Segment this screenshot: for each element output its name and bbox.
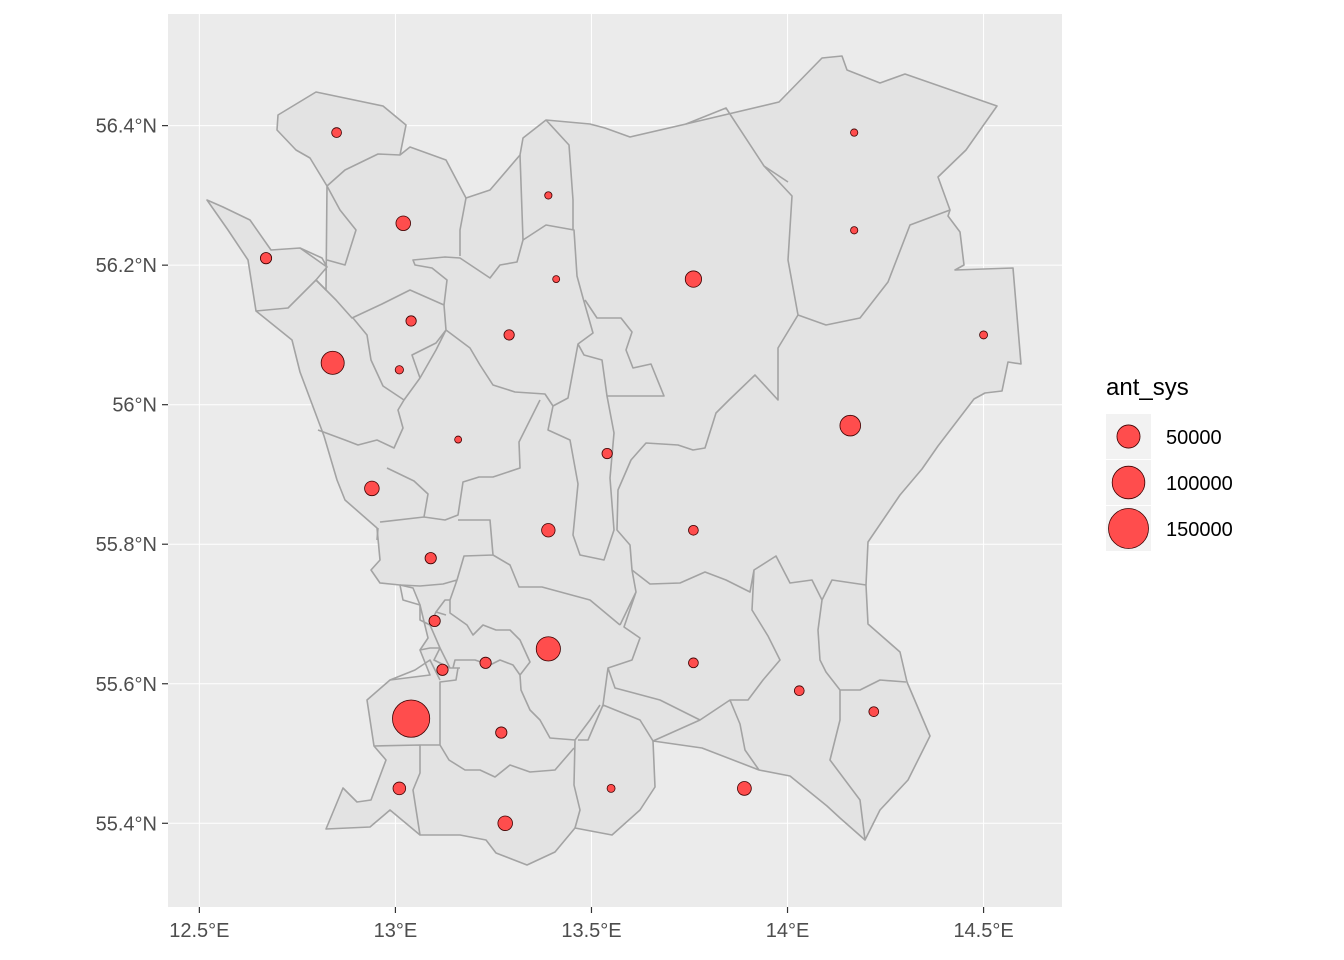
y-tick-label: 55.4°N <box>96 813 157 835</box>
data-point <box>979 330 988 340</box>
x-tick-label: 14°E <box>766 920 810 942</box>
data-point <box>394 365 404 375</box>
legend: ant_sys 50000 100000 150000 <box>1106 374 1233 551</box>
data-point <box>688 657 699 669</box>
data-point <box>737 781 752 796</box>
data-point <box>436 663 449 676</box>
y-axis: 55.4°N 55.6°N 55.8°N 56°N 56.2°N 56.4°N <box>96 116 168 835</box>
y-tick-label: 55.6°N <box>96 674 157 696</box>
region-outline <box>206 55 1022 866</box>
y-tick-label: 56°N <box>112 395 157 417</box>
data-point <box>541 523 556 538</box>
data-point <box>535 636 561 662</box>
data-point <box>606 783 616 793</box>
data-point <box>405 315 417 327</box>
data-point <box>428 614 441 628</box>
data-point <box>320 350 345 375</box>
legend-key-symbol <box>1116 424 1141 449</box>
data-point <box>850 128 859 137</box>
data-point <box>392 699 431 738</box>
region-borders <box>255 107 951 841</box>
data-point <box>850 226 859 235</box>
legend-label: 150000 <box>1166 519 1233 541</box>
data-point <box>424 552 437 565</box>
data-point <box>331 127 342 138</box>
data-point <box>364 480 380 497</box>
legend-key-symbol <box>1111 465 1146 500</box>
data-point <box>684 270 702 288</box>
legend-key-symbol <box>1108 508 1149 549</box>
data-point <box>259 252 273 265</box>
y-tick-label: 56.2°N <box>96 255 157 277</box>
y-tick-label: 56.4°N <box>96 116 157 138</box>
x-tick-label: 13°E <box>374 920 418 942</box>
data-point <box>688 524 699 536</box>
data-point <box>454 435 463 444</box>
x-axis: 12.5°E 13°E 13.5°E 14°E 14.5°E <box>169 907 1014 942</box>
y-tick-label: 55.8°N <box>96 534 157 556</box>
data-points <box>259 127 988 831</box>
legend-label: 100000 <box>1166 473 1233 495</box>
data-point <box>601 447 613 460</box>
data-point <box>479 656 492 669</box>
data-point <box>544 191 553 200</box>
data-point <box>868 706 880 717</box>
data-point <box>552 275 561 284</box>
legend-title: ant_sys <box>1106 374 1189 401</box>
data-point <box>793 685 805 697</box>
data-point <box>395 215 411 231</box>
data-point <box>497 815 513 831</box>
municipality-regions <box>206 55 1022 866</box>
legend-label: 50000 <box>1166 427 1222 449</box>
data-point <box>392 781 407 796</box>
data-point <box>839 414 861 437</box>
x-tick-label: 13.5°E <box>561 920 621 942</box>
x-tick-label: 14.5°E <box>953 920 1013 942</box>
x-tick-label: 12.5°E <box>169 920 229 942</box>
data-point <box>495 726 508 739</box>
data-point <box>503 329 515 341</box>
